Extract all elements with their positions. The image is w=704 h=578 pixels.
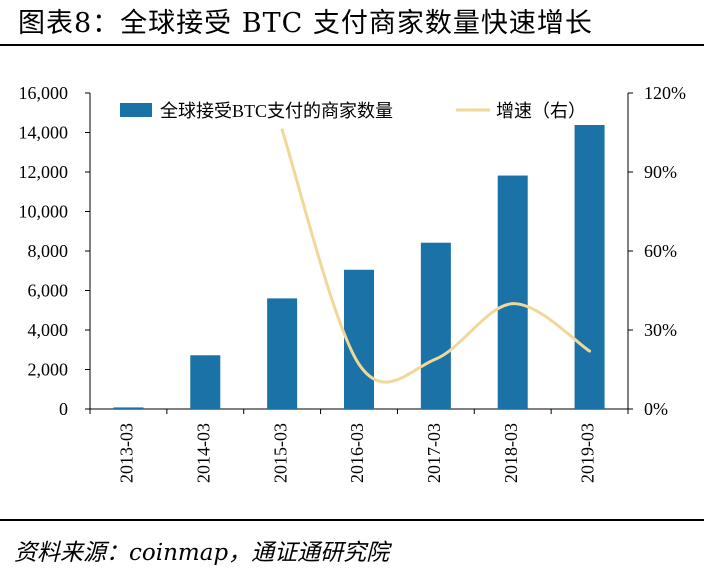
x-tick-label: 2015-03 xyxy=(270,423,290,483)
left-tick-label: 16,000 xyxy=(19,83,69,103)
left-tick-label: 10,000 xyxy=(19,202,69,222)
right-tick-label: 30% xyxy=(644,320,677,340)
source-note: 资料来源：coinmap，通证通研究院 xyxy=(14,540,390,566)
chart: 0 2,000 4,000 6,000 8,000 10,000 12,000 14,000 1… xyxy=(19,83,687,483)
x-tick-label: 2019-03 xyxy=(578,423,598,483)
legend-label-line: 增速（右） xyxy=(496,101,586,121)
legend-swatch-bar xyxy=(120,103,152,117)
legend-label-bar: 全球接受BTC支付的商家数量 xyxy=(160,101,393,121)
x-tick-label: 2013-03 xyxy=(117,423,137,483)
x-tick-label: 2017-03 xyxy=(424,423,444,483)
bar xyxy=(344,269,374,409)
bar xyxy=(497,175,528,409)
growth-rate-line xyxy=(280,128,592,384)
title-underline xyxy=(0,44,704,46)
bar xyxy=(574,124,605,410)
left-tick-label: 0 xyxy=(59,399,68,419)
x-tick-label: 2016-03 xyxy=(347,423,367,483)
right-tick-label: 60% xyxy=(644,241,677,261)
left-tick-label: 14,000 xyxy=(19,123,69,143)
right-tick-label: 120% xyxy=(644,83,686,103)
right-tick-label: 0% xyxy=(644,399,668,419)
x-tick-label: 2014-03 xyxy=(193,423,213,483)
left-tick-label: 8,000 xyxy=(28,241,69,261)
bar xyxy=(267,298,298,409)
left-tick-label: 12,000 xyxy=(19,162,69,182)
left-tick-label: 6,000 xyxy=(28,281,69,301)
source-divider xyxy=(0,519,704,521)
left-tick-label: 2,000 xyxy=(28,360,69,380)
figure-title: 图表8：全球接受 BTC 支付商家数量快速增长 xyxy=(18,8,593,39)
left-tick-label: 4,000 xyxy=(28,320,69,340)
bar xyxy=(420,242,451,409)
bar xyxy=(190,355,221,409)
right-tick-label: 90% xyxy=(644,162,677,182)
x-tick-label: 2018-03 xyxy=(501,423,521,483)
bar xyxy=(113,407,144,409)
